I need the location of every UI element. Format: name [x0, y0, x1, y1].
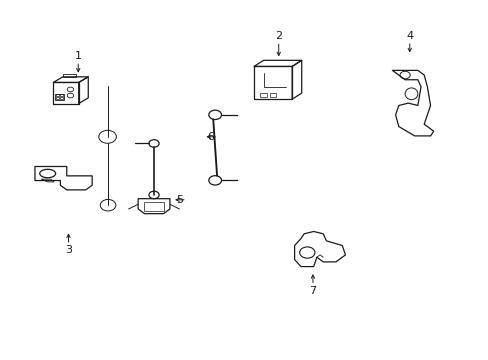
Text: 2: 2: [275, 31, 282, 41]
Text: 5: 5: [176, 195, 183, 205]
Text: 3: 3: [65, 245, 72, 255]
Bar: [56, 94, 59, 96]
Text: 7: 7: [309, 286, 316, 296]
Bar: [269, 93, 276, 97]
Bar: [56, 97, 59, 99]
Bar: [260, 93, 266, 97]
Text: 4: 4: [406, 31, 412, 41]
Bar: [60, 97, 63, 99]
Bar: [144, 202, 163, 211]
Bar: [62, 74, 75, 77]
Text: 6: 6: [206, 132, 213, 142]
Text: 1: 1: [75, 51, 81, 61]
Bar: [60, 94, 63, 96]
Bar: [55, 94, 64, 100]
